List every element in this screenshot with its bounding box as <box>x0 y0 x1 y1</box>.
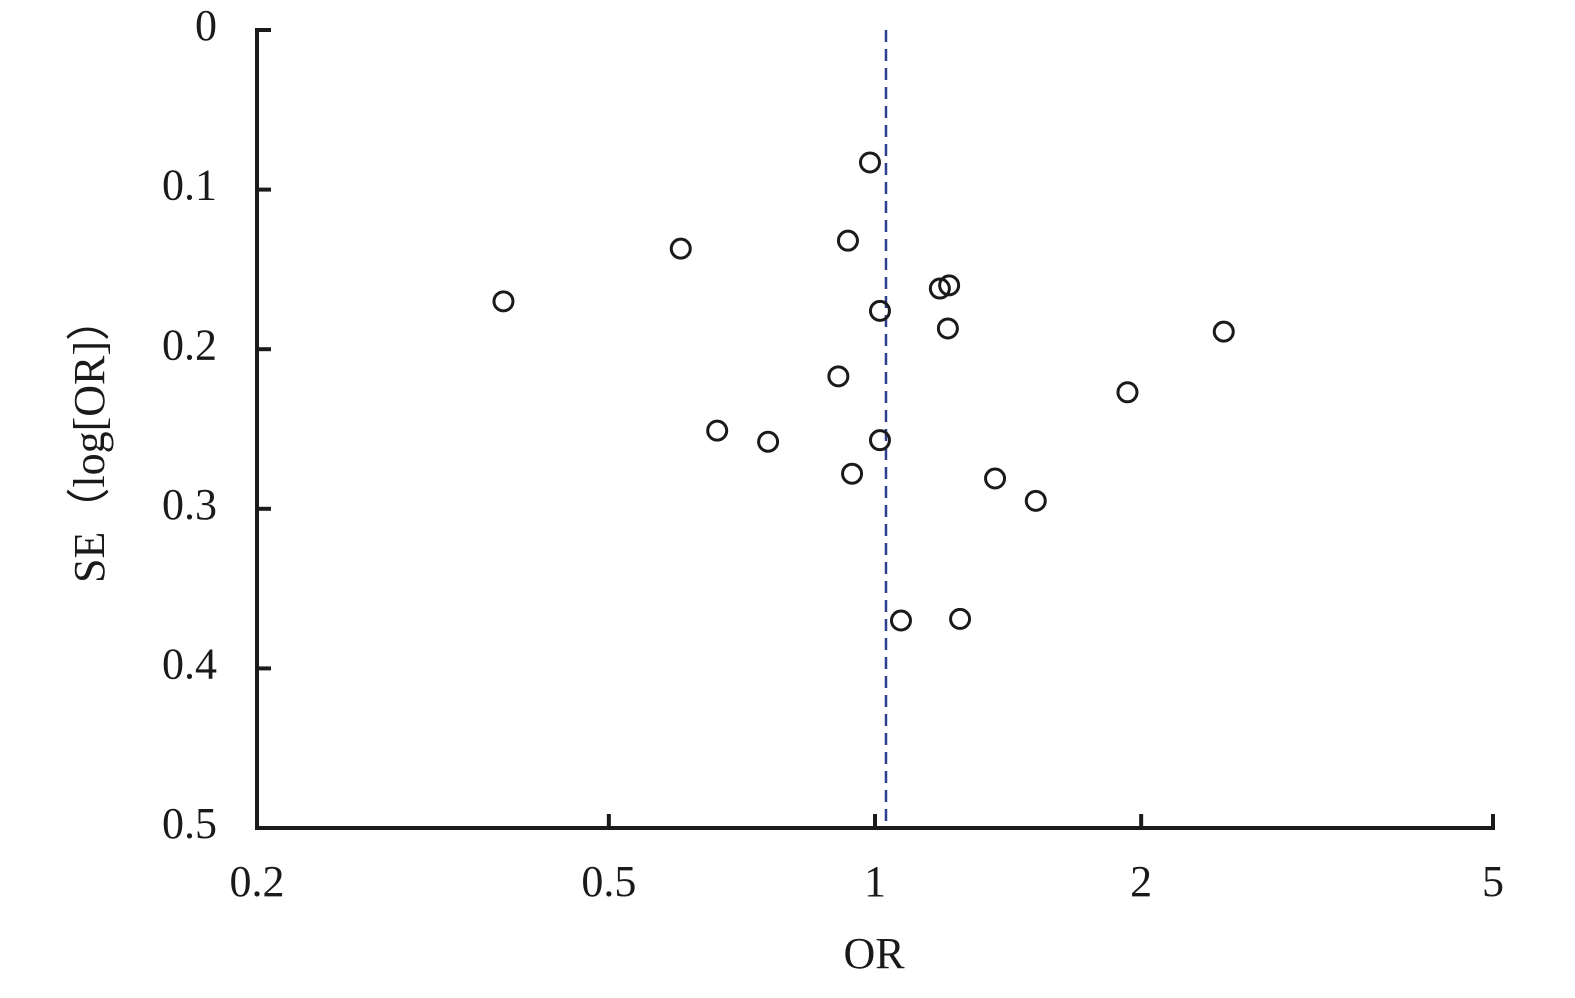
x-tick-label: 0.5 <box>581 857 636 906</box>
point <box>706 419 729 442</box>
y-tick-label: 0.4 <box>162 639 217 688</box>
x-tick-label: 0.2 <box>230 857 285 906</box>
x-tick-label: 1 <box>864 857 886 906</box>
point <box>858 151 881 174</box>
point <box>984 467 1007 490</box>
y-axis-label: SE（log[OR]） <box>65 297 114 583</box>
point <box>1116 381 1139 404</box>
point <box>868 299 891 322</box>
point <box>827 365 850 388</box>
point <box>938 274 961 297</box>
point <box>889 609 912 632</box>
x-tick-label: 2 <box>1130 857 1152 906</box>
point <box>936 317 959 340</box>
point <box>949 607 972 630</box>
point <box>1212 320 1235 343</box>
y-tick-label: 0.2 <box>162 320 217 369</box>
point <box>836 229 859 252</box>
point <box>757 430 780 453</box>
y-tick-label: 0.5 <box>162 799 217 848</box>
y-tick-label: 0.1 <box>162 161 217 210</box>
y-tick-label: 0 <box>195 1 217 50</box>
point <box>868 429 891 452</box>
x-axis-label: OR <box>843 929 905 978</box>
point <box>928 277 951 300</box>
point <box>492 290 515 313</box>
point <box>1024 489 1047 512</box>
point <box>669 237 692 260</box>
x-tick-label: 5 <box>1482 857 1504 906</box>
point <box>841 462 864 485</box>
y-tick-label: 0.3 <box>162 480 217 529</box>
